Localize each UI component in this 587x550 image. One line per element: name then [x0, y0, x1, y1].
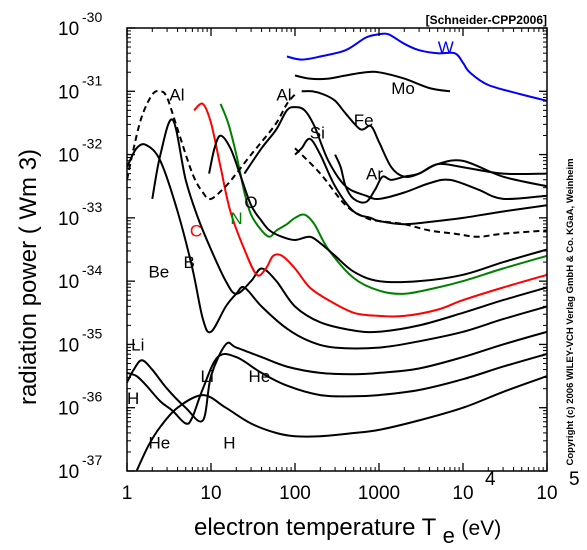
curve-label-n: N — [230, 209, 242, 228]
curve-label-fe: Fe — [354, 111, 374, 130]
curve-label-al: Al — [276, 85, 291, 104]
series-line-al-solid — [243, 106, 547, 201]
series-line-be — [127, 143, 547, 350]
y-tick-5: 10-35 — [58, 325, 547, 356]
y-tick-label-exp: -30 — [82, 9, 102, 25]
series-line-li — [127, 330, 547, 423]
plot-frame — [126, 27, 548, 472]
curve-label-b: B — [183, 253, 194, 272]
x-tick-0: 1 — [122, 28, 133, 504]
y-tick-label-base: 10 — [58, 146, 79, 167]
x-axis-title-unit: (eV) — [462, 517, 502, 540]
series-line-o — [208, 134, 547, 284]
y-tick-7: 10-37 — [58, 452, 547, 483]
curve-label-mo: Mo — [391, 79, 415, 98]
x-axis-ticks: 1 10 100 1000 10 4 10 5 — [122, 28, 580, 504]
y-axis-title: radiation power ( Wm 3) — [15, 149, 42, 405]
x-tick-label-base: 10 — [200, 483, 221, 504]
y-tick-label-base: 10 — [58, 19, 79, 40]
x-tick-3: 1000 — [358, 28, 400, 504]
series-line-w — [286, 32, 547, 102]
curve-label-he: He — [148, 434, 170, 453]
y-tick-label-exp: -37 — [82, 452, 102, 468]
y-tick-label-base: 10 — [58, 462, 79, 483]
x-axis-title-subscript: e — [443, 523, 455, 548]
y-tick-label-base: 10 — [58, 272, 79, 293]
series-line-he — [127, 352, 547, 425]
series-line-al-dashed — [127, 89, 296, 201]
curve-label-al: Al — [169, 85, 184, 104]
curve-label-c: C — [190, 222, 202, 241]
curve-label-he: He — [249, 367, 271, 386]
y-tick-label-base: 10 — [58, 335, 79, 356]
y-tick-label-exp: -32 — [82, 136, 102, 152]
curve-label-h: H — [127, 389, 139, 408]
y-tick-label-exp: -33 — [82, 199, 102, 215]
y-tick-label-exp: -34 — [82, 262, 102, 278]
curve-label-ar: Ar — [366, 165, 383, 184]
y-tick-label-base: 10 — [58, 399, 79, 420]
y-tick-2: 10-32 — [58, 136, 547, 167]
series-line-h — [135, 375, 547, 471]
curve-label-be: Be — [148, 263, 169, 282]
x-tick-label-exp: 5 — [569, 469, 580, 490]
x-tick-4: 10 4 — [452, 28, 496, 504]
series-line-si-dashed — [294, 147, 547, 238]
y-tick-label-exp: -36 — [82, 389, 102, 405]
x-tick-label-base: 100 — [279, 483, 311, 504]
y-tick-6: 10-36 — [58, 389, 547, 420]
y-tick-label-base: 10 — [58, 209, 79, 230]
y-tick-label-exp: -35 — [82, 325, 102, 341]
y-tick-1: 10-31 — [58, 72, 547, 103]
curve-labels: Al Al Si Fe Mo W Ar ON CB Be Li Li He H He H — [127, 38, 454, 453]
x-tick-label-base: 1000 — [358, 483, 400, 504]
series-line-b — [151, 118, 547, 334]
y-tick-0: 10-30 — [58, 9, 547, 40]
copyright-note: Copyright (c) 2006 WILEY-VCH Verlag GmbH… — [565, 158, 576, 465]
series-line-mo — [294, 70, 451, 93]
y-tick-3: 10-33 — [58, 199, 547, 230]
x-tick-5: 10 5 — [536, 28, 580, 504]
series-line-n — [219, 103, 547, 295]
y-tick-label-base: 10 — [58, 82, 79, 103]
x-tick-2: 100 — [279, 28, 311, 504]
curve-label-h: H — [223, 434, 235, 453]
x-tick-1: 10 — [200, 28, 222, 504]
series-line-fe — [301, 90, 547, 188]
curve-label-w: W — [438, 38, 454, 57]
series-line-c — [193, 102, 547, 318]
x-tick-label-base: 10 — [536, 483, 557, 504]
series-line-ar — [334, 154, 547, 204]
y-tick-4: 10-34 — [58, 262, 547, 293]
x-tick-label-exp: 4 — [485, 469, 496, 490]
curve-label-si: Si — [310, 123, 325, 142]
curves-layer — [127, 32, 547, 471]
series-line-si — [294, 137, 547, 226]
x-tick-label-base: 10 — [452, 483, 473, 504]
y-tick-label-exp: -31 — [82, 72, 102, 88]
curve-label-o: O — [244, 193, 257, 212]
x-axis-title-main: electron temperature T — [194, 514, 437, 541]
x-axis-title: electron temperature T e (eV) — [194, 514, 501, 549]
curve-label-li: Li — [201, 367, 214, 386]
source-label: [Schneider-CPP2006] — [426, 13, 547, 27]
x-tick-label-base: 1 — [122, 483, 133, 504]
curve-label-li: Li — [131, 335, 144, 354]
